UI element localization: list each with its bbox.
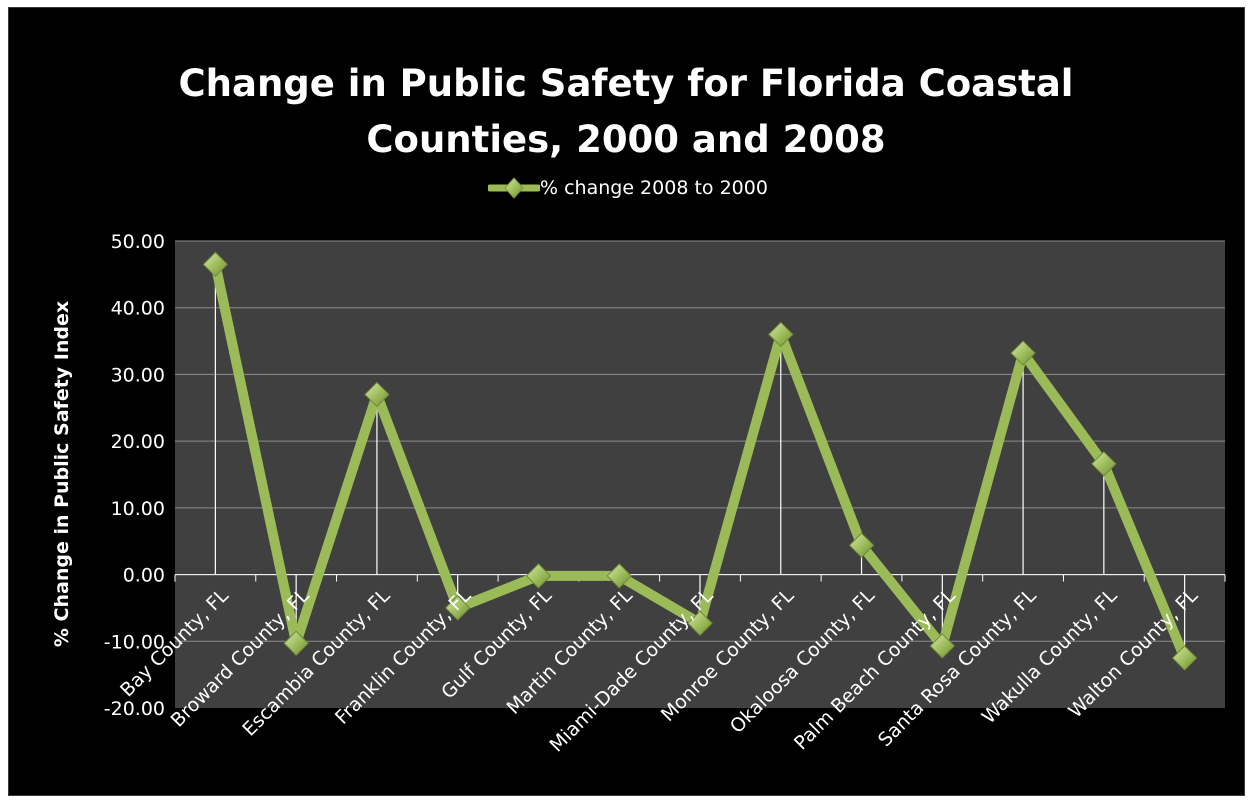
data-point-marker [929,633,956,659]
y-tick-label: -20.00 [104,698,165,720]
y-tick-label: 10.00 [111,498,165,520]
data-point-marker [525,563,552,589]
y-tick-label: 30.00 [111,364,165,386]
series-markers [202,251,1198,671]
x-axis [174,574,1226,582]
data-point-marker [202,251,229,278]
y-tick-label: 50.00 [111,231,165,253]
data-point-marker [687,610,713,636]
legend-label: % change 2008 to 2000 [540,177,768,199]
y-tick-label: -10.00 [104,631,165,653]
data-point-marker [364,381,390,408]
data-point-marker [1010,340,1036,366]
y-tick-label: 0.00 [123,565,165,587]
data-point-marker [1091,451,1117,477]
legend: % change 2008 to 2000 [488,173,768,203]
data-point-marker [848,532,875,558]
data-point-marker [1171,645,1198,671]
y-axis-tick-labels: 50.00 40.00 30.00 20.00 10.00 0.00 -10.00 -20.0… [104,231,165,720]
data-point-marker [606,563,632,589]
data-point-marker [768,321,794,348]
y-tick-label: 20.00 [111,431,165,453]
data-point-marker [283,630,309,656]
y-tick-label: 40.00 [111,298,165,320]
chart-title: Change in Public Safety for Florida Coas… [178,62,1074,161]
legend-line-marker-icon [488,177,540,199]
data-point-marker [444,595,471,621]
y-axis-label: % Change in Public Safety Index [51,301,73,647]
